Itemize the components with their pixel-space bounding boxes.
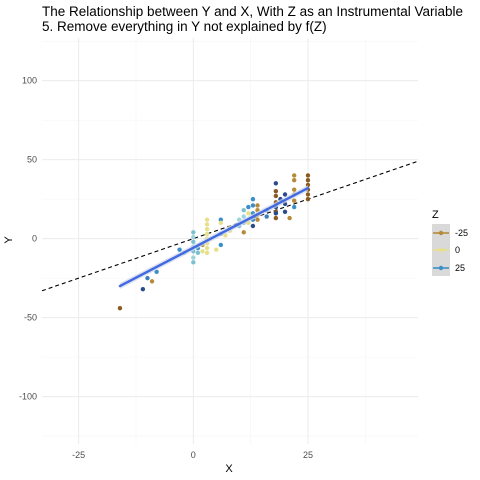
gridlines	[42, 38, 418, 444]
data-point	[214, 247, 219, 252]
data-point	[200, 249, 205, 254]
data-point	[291, 177, 297, 183]
legend-key-point	[438, 247, 444, 253]
data-point	[246, 204, 251, 210]
data-point	[273, 211, 279, 216]
x-tick-label: 0	[191, 450, 196, 460]
legend-label: -25	[455, 228, 468, 238]
data-point	[117, 305, 123, 311]
data-point	[291, 204, 297, 210]
y-tick-label: -50	[24, 313, 37, 323]
data-point	[246, 211, 251, 216]
data-point	[191, 260, 196, 265]
x-tick-label: -25	[72, 450, 85, 460]
y-tick-label: 100	[22, 76, 37, 86]
data-point	[204, 217, 210, 222]
data-point	[140, 286, 146, 292]
data-point	[273, 189, 279, 194]
data-point	[305, 196, 311, 202]
data-point	[250, 196, 256, 202]
data-point	[291, 187, 297, 192]
fit-line-group	[118, 185, 310, 290]
legend-key-point	[438, 265, 444, 271]
data-point	[218, 217, 224, 222]
y-tick-label: 50	[27, 155, 37, 165]
chart-title-line-1: The Relationship between Y and X, With Z…	[42, 4, 463, 19]
legend-title: Z	[432, 209, 439, 221]
data-point	[305, 173, 311, 178]
data-point	[255, 217, 260, 222]
legend-label: 0	[455, 245, 460, 255]
y-tick-label: 0	[32, 234, 37, 244]
data-point	[241, 207, 246, 213]
data-point	[191, 239, 196, 244]
data-point	[287, 215, 292, 221]
data-point	[255, 203, 260, 208]
legend: Z -25 0 25	[432, 209, 468, 276]
data-point	[241, 230, 246, 235]
data-point	[264, 214, 269, 219]
data-point	[145, 275, 150, 281]
x-axis-title: X	[225, 463, 233, 475]
tick-labels: -25 0 25 -100 -50 0 50 100	[19, 76, 313, 460]
data-point	[291, 198, 297, 203]
data-point	[273, 181, 279, 186]
legend-key-point	[438, 230, 444, 236]
data-point	[250, 203, 256, 208]
data-point	[273, 215, 279, 221]
legend-label: 25	[455, 263, 465, 273]
data-point	[250, 223, 256, 229]
data-point	[204, 226, 210, 232]
chart-title-line-2: 5. Remove everything in Y not explained …	[42, 19, 327, 34]
data-point	[154, 269, 159, 275]
data-point	[218, 242, 224, 248]
data-point	[305, 177, 311, 183]
data-point	[218, 220, 224, 226]
data-point	[149, 279, 155, 284]
data-point	[291, 173, 297, 178]
data-point	[191, 255, 196, 260]
data-point	[305, 192, 311, 197]
fit-line	[118, 186, 310, 288]
x-tick-label: 25	[303, 450, 313, 460]
data-point	[204, 231, 210, 237]
data-point	[177, 247, 182, 252]
y-axis-title: Y	[3, 236, 15, 244]
data-point	[204, 222, 210, 227]
data-point	[282, 192, 288, 197]
data-point	[204, 245, 210, 251]
data-point	[191, 230, 196, 235]
data-point	[204, 250, 210, 256]
data-point	[282, 209, 288, 214]
y-tick-label: -100	[19, 392, 37, 402]
points-group	[117, 173, 311, 311]
data-point	[273, 193, 279, 199]
data-point	[241, 214, 246, 219]
data-point	[191, 234, 196, 240]
data-point	[195, 250, 201, 256]
